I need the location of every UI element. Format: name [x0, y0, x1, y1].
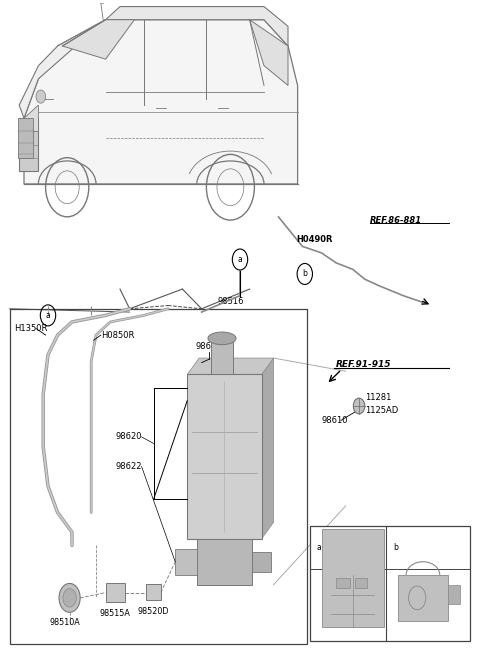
Polygon shape — [187, 358, 274, 374]
Circle shape — [353, 398, 365, 414]
Bar — [448, 585, 460, 604]
Bar — [310, 526, 470, 641]
Polygon shape — [322, 529, 384, 627]
Polygon shape — [62, 20, 134, 59]
Polygon shape — [252, 552, 271, 572]
Polygon shape — [175, 549, 197, 575]
Polygon shape — [250, 20, 288, 85]
Text: 81199: 81199 — [405, 543, 432, 552]
Polygon shape — [197, 539, 252, 585]
Bar — [106, 583, 125, 602]
Text: 1125AD: 1125AD — [365, 406, 398, 415]
Circle shape — [36, 90, 46, 103]
Text: 98520D: 98520D — [138, 607, 169, 616]
Text: H0490R: H0490R — [297, 235, 333, 244]
Text: 98515A: 98515A — [100, 609, 131, 618]
Bar — [355, 578, 367, 588]
Text: REF.86-881: REF.86-881 — [370, 215, 422, 225]
Circle shape — [63, 589, 76, 607]
Bar — [18, 118, 33, 158]
Bar — [211, 338, 233, 374]
Text: 98623: 98623 — [195, 342, 222, 351]
Text: a: a — [238, 255, 242, 264]
Polygon shape — [398, 575, 448, 621]
Polygon shape — [19, 20, 106, 118]
Polygon shape — [24, 105, 38, 131]
Polygon shape — [24, 20, 298, 184]
Circle shape — [59, 583, 80, 612]
Polygon shape — [106, 7, 288, 46]
Text: 98970: 98970 — [329, 543, 355, 552]
Text: REF.91-915: REF.91-915 — [336, 360, 392, 369]
Text: 98610: 98610 — [322, 416, 348, 425]
Bar — [187, 374, 262, 539]
Ellipse shape — [208, 332, 236, 345]
Polygon shape — [262, 358, 274, 539]
Bar — [146, 584, 161, 600]
Text: b: b — [393, 543, 398, 552]
Text: 98516: 98516 — [217, 297, 244, 306]
Bar — [336, 578, 350, 588]
Text: a: a — [46, 311, 50, 320]
Bar — [10, 309, 307, 644]
Text: a: a — [317, 543, 322, 552]
Text: b: b — [302, 269, 307, 279]
Bar — [19, 118, 38, 171]
Text: 98510A: 98510A — [49, 618, 80, 627]
Text: 11281: 11281 — [365, 393, 391, 402]
Text: H0850R: H0850R — [101, 330, 134, 340]
Text: H1350R: H1350R — [14, 324, 48, 333]
Text: 98622: 98622 — [115, 462, 142, 471]
Text: 98620: 98620 — [115, 432, 142, 442]
